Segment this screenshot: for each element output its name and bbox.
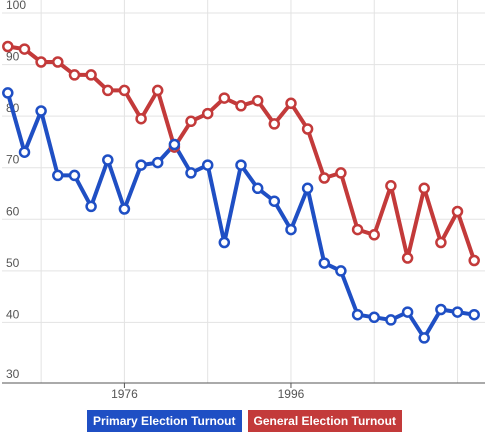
data-point-general-1976[interactable] bbox=[118, 84, 131, 97]
data-point-general-1986[interactable] bbox=[201, 107, 214, 120]
data-point-primary-2018[interactable] bbox=[468, 308, 480, 321]
data-point-general-2012[interactable] bbox=[418, 182, 430, 195]
data-point-primary-1964[interactable] bbox=[18, 146, 31, 158]
y-tick-label-100: 100 bbox=[6, 0, 26, 12]
data-point-primary-1990[interactable] bbox=[235, 159, 247, 171]
data-point-general-1984[interactable] bbox=[185, 115, 197, 128]
data-point-general-1988[interactable] bbox=[218, 92, 231, 104]
data-point-primary-2000[interactable] bbox=[318, 257, 331, 269]
data-point-primary-2012[interactable] bbox=[418, 332, 430, 344]
data-point-general-1978[interactable] bbox=[135, 112, 147, 125]
data-point-primary-1980[interactable] bbox=[151, 156, 164, 169]
x-tick-label-1976: 1976 bbox=[111, 387, 138, 401]
data-point-primary-1978[interactable] bbox=[135, 159, 147, 171]
data-point-primary-1976[interactable] bbox=[118, 203, 131, 215]
data-point-primary-1972[interactable] bbox=[85, 200, 97, 213]
data-point-general-2014[interactable] bbox=[435, 236, 447, 249]
y-tick-label-50: 50 bbox=[6, 256, 20, 270]
data-point-primary-1984[interactable] bbox=[185, 167, 197, 179]
legend: Primary Election Turnout General Electio… bbox=[0, 410, 489, 432]
data-point-general-2016[interactable] bbox=[451, 205, 464, 218]
data-point-primary-2008[interactable] bbox=[385, 314, 397, 326]
data-point-primary-1998[interactable] bbox=[301, 182, 314, 195]
data-point-general-2018[interactable] bbox=[468, 254, 480, 267]
data-point-general-2004[interactable] bbox=[351, 223, 364, 236]
y-tick-label-30: 30 bbox=[6, 367, 20, 381]
legend-item-primary[interactable]: Primary Election Turnout bbox=[87, 410, 242, 432]
data-point-primary-1992[interactable] bbox=[251, 182, 264, 195]
data-point-general-1992[interactable] bbox=[251, 94, 264, 107]
data-point-primary-2010[interactable] bbox=[401, 306, 414, 318]
data-point-primary-1970[interactable] bbox=[68, 169, 81, 182]
data-point-general-1998[interactable] bbox=[301, 123, 314, 135]
data-point-primary-1968[interactable] bbox=[52, 169, 64, 182]
legend-item-general[interactable]: General Election Turnout bbox=[247, 410, 402, 432]
data-point-primary-1974[interactable] bbox=[102, 154, 114, 166]
y-tick-label-40: 40 bbox=[6, 307, 20, 321]
data-point-primary-2016[interactable] bbox=[451, 306, 464, 318]
data-point-primary-1988[interactable] bbox=[218, 236, 231, 249]
data-point-general-1962[interactable] bbox=[2, 40, 14, 53]
data-point-primary-2014[interactable] bbox=[435, 303, 447, 316]
data-point-primary-1962[interactable] bbox=[2, 87, 14, 99]
data-point-general-1970[interactable] bbox=[68, 69, 81, 81]
data-point-primary-1982[interactable] bbox=[168, 138, 181, 151]
data-point-general-1980[interactable] bbox=[151, 84, 164, 97]
x-tick-label-1996: 1996 bbox=[278, 387, 305, 401]
series-line-primary bbox=[5, 90, 477, 340]
data-point-primary-1986[interactable] bbox=[201, 159, 214, 171]
data-point-general-1974[interactable] bbox=[102, 84, 114, 97]
data-point-general-1966[interactable] bbox=[35, 56, 47, 68]
data-point-general-2000[interactable] bbox=[318, 172, 331, 184]
data-point-general-2010[interactable] bbox=[401, 252, 414, 264]
y-tick-label-60: 60 bbox=[6, 204, 20, 218]
data-point-primary-2006[interactable] bbox=[368, 311, 380, 324]
data-point-general-1964[interactable] bbox=[18, 43, 31, 55]
data-point-general-1996[interactable] bbox=[285, 97, 297, 110]
data-point-primary-1994[interactable] bbox=[268, 195, 281, 207]
data-point-general-2002[interactable] bbox=[335, 167, 347, 179]
data-point-general-1968[interactable] bbox=[52, 56, 64, 68]
data-point-general-1990[interactable] bbox=[235, 100, 247, 112]
data-point-primary-2002[interactable] bbox=[335, 265, 347, 277]
data-point-primary-1966[interactable] bbox=[35, 105, 47, 117]
data-point-primary-2004[interactable] bbox=[351, 308, 364, 321]
data-point-general-2008[interactable] bbox=[385, 180, 397, 192]
y-tick-label-90: 90 bbox=[6, 50, 20, 64]
data-point-general-1972[interactable] bbox=[85, 69, 97, 81]
data-point-primary-1996[interactable] bbox=[285, 223, 297, 236]
y-tick-label-70: 70 bbox=[6, 153, 20, 167]
data-point-general-2006[interactable] bbox=[368, 229, 380, 241]
data-point-general-1994[interactable] bbox=[268, 118, 281, 130]
